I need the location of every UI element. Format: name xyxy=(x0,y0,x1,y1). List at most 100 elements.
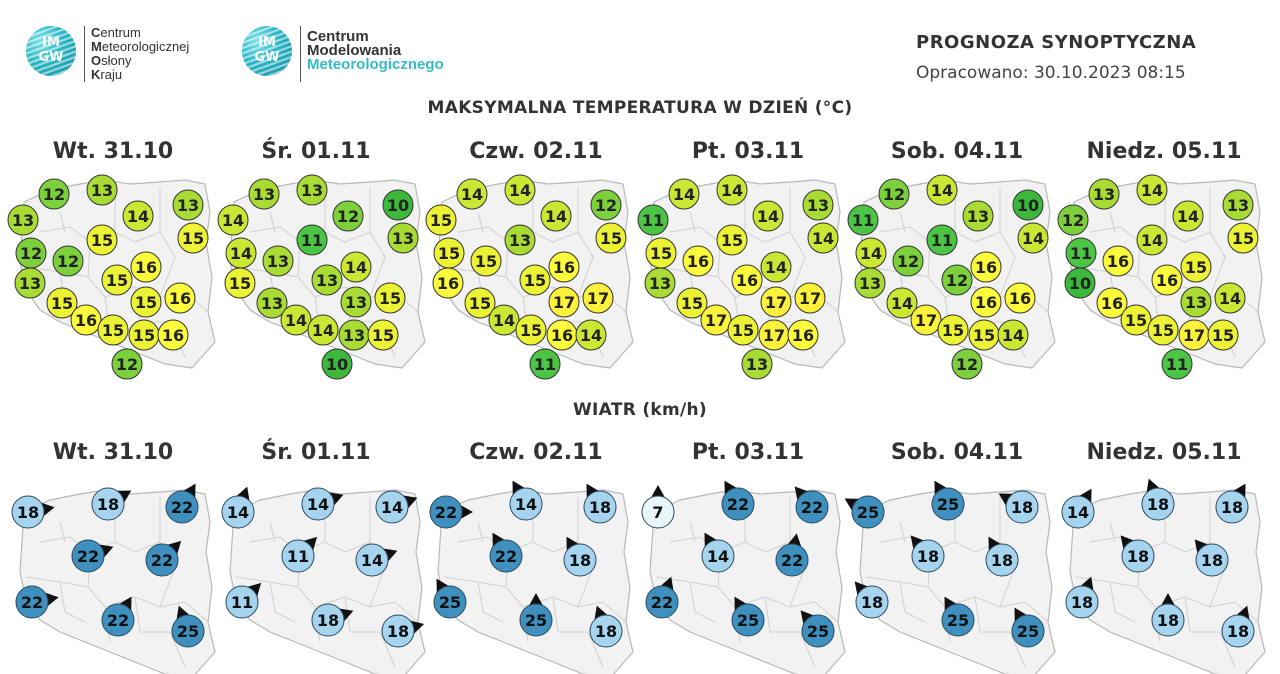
temperature-marker: 15 xyxy=(519,264,551,296)
temperature-marker: 13 xyxy=(338,319,370,351)
temperature-marker: 16 xyxy=(130,251,162,283)
temperature-marker: 11 xyxy=(529,348,561,380)
temperature-marker: 12 xyxy=(951,348,983,380)
wind-day-label: Śr. 01.11 xyxy=(261,440,371,465)
wind-direction-arrow-icon xyxy=(329,492,344,506)
temperature-value: 13 xyxy=(177,196,199,215)
temperature-value: 17 xyxy=(799,289,821,308)
temperature-value: 14 xyxy=(860,244,882,263)
temperature-marker: 12 xyxy=(332,200,364,232)
wind-marker: 18 xyxy=(910,535,945,573)
temperature-value: 16 xyxy=(169,289,191,308)
wind-marker: 18 xyxy=(11,495,55,529)
temperature-marker: 16 xyxy=(164,282,196,314)
wind-speed-value: 25 xyxy=(1017,622,1039,641)
temperature-value: 15 xyxy=(469,294,491,313)
temperature-value: 14 xyxy=(545,207,567,226)
temperature-day-label: Niedz. 05.11 xyxy=(1086,139,1242,164)
wind-speed-value: 18 xyxy=(1147,495,1169,514)
wind-map: 25 25 18 18 18 18 25 25 xyxy=(844,480,1056,674)
temperature-marker: 12 xyxy=(590,189,622,221)
wind-marker: 14 xyxy=(701,532,735,573)
temperature-marker: 16 xyxy=(546,319,578,351)
temperature-marker: 17 xyxy=(548,286,580,318)
temperature-value: 15 xyxy=(229,274,251,293)
temperature-marker: 15 xyxy=(374,282,406,314)
temperature-marker: 16 xyxy=(682,245,714,277)
temperature-value: 14 xyxy=(461,185,483,204)
wind-marker: 11 xyxy=(225,582,262,619)
temperature-value: 13 xyxy=(345,293,367,312)
temperature-value: 15 xyxy=(1232,229,1254,248)
temperature-marker: 14 xyxy=(807,222,839,254)
wind-speed-value: 11 xyxy=(287,547,309,566)
wind-speed-value: 14 xyxy=(227,503,249,522)
temperature-marker: 13 xyxy=(802,189,834,221)
temperature-value: 13 xyxy=(746,355,768,374)
temperature-marker: 15 xyxy=(968,319,1000,351)
temperature-marker: 16 xyxy=(787,319,819,351)
temperature-marker: 11 xyxy=(1065,237,1097,269)
temperature-value: 12 xyxy=(897,252,919,271)
temperature-marker: 15 xyxy=(937,314,969,346)
temperature-marker: 16 xyxy=(1004,282,1036,314)
temperature-value: 14 xyxy=(312,321,334,340)
wind-day-label: Sob. 04.11 xyxy=(890,440,1024,465)
wind-marker: 14 xyxy=(509,480,543,521)
temperature-marker: 13 xyxy=(256,287,288,319)
temperature-marker: 13 xyxy=(1180,286,1212,318)
wind-speed-value: 22 xyxy=(77,547,99,566)
wind-speed-value: 18 xyxy=(595,622,617,641)
wind-marker: 18 xyxy=(381,614,425,648)
wind-direction-arrow-icon xyxy=(651,485,665,498)
wind-marker: 18 xyxy=(854,581,889,619)
wind-marker: 18 xyxy=(1120,535,1155,573)
temperature-marker: 16 xyxy=(1096,287,1128,319)
wind-marker: 18 xyxy=(311,603,354,637)
temperature-marker: 14 xyxy=(855,237,887,269)
temperature-value: 10 xyxy=(326,355,348,374)
temperature-marker: 14 xyxy=(1136,224,1168,256)
wind-marker: 7 xyxy=(641,485,675,529)
temperature-value: 15 xyxy=(520,321,542,340)
wind-speed-value: 22 xyxy=(727,495,749,514)
temperature-marker: 15 xyxy=(130,286,162,318)
temperature-marker: 12 xyxy=(1057,204,1089,236)
temperature-value: 16 xyxy=(1101,294,1123,313)
issue-date: Opracowano: 30.10.2023 08:15 xyxy=(916,63,1186,83)
temperature-marker: 15 xyxy=(101,264,133,296)
wind-marker: 18 xyxy=(1065,576,1099,619)
wind-direction-arrow-icon xyxy=(800,610,815,625)
temperature-marker: 13 xyxy=(504,224,536,256)
temperature-marker: 17 xyxy=(582,282,614,314)
wind-direction-arrow-icon xyxy=(1120,535,1135,550)
temperature-value: 16 xyxy=(1156,271,1178,290)
wind-direction-arrow-icon xyxy=(1194,539,1209,554)
temperature-value: 16 xyxy=(975,258,997,277)
wind-marker: 25 xyxy=(171,605,205,648)
wind-map: 14 18 18 18 18 18 18 18 xyxy=(1061,478,1266,674)
temperature-marker: 14 xyxy=(488,304,520,336)
wind-speed-value: 22 xyxy=(781,551,803,570)
temperature-value: 15 xyxy=(650,244,672,263)
temperature-value: 13 xyxy=(301,181,323,200)
temperature-marker: 15 xyxy=(676,287,708,319)
wind-speed-value: 18 xyxy=(1127,547,1149,566)
page-title: PROGNOZA SYNOPTYCZNA xyxy=(916,32,1197,53)
temperature-marker: 14 xyxy=(752,200,784,232)
temperature-marker: 13 xyxy=(311,264,343,296)
temperature-value: 15 xyxy=(438,244,460,263)
wind-day-label: Pt. 03.11 xyxy=(691,440,805,465)
temperature-marker: 14 xyxy=(280,304,312,336)
wind-direction-arrow-icon xyxy=(383,548,398,562)
temperature-value: 10 xyxy=(387,196,409,215)
temperature-marker: 12 xyxy=(878,178,910,210)
temperature-marker: 14 xyxy=(217,204,249,236)
temperature-marker: 14 xyxy=(340,251,372,283)
temperature-value: 17 xyxy=(587,289,609,308)
wind-marker: 22 xyxy=(101,596,135,637)
temperature-value: 13 xyxy=(807,196,829,215)
temperature-value: 16 xyxy=(736,271,758,290)
